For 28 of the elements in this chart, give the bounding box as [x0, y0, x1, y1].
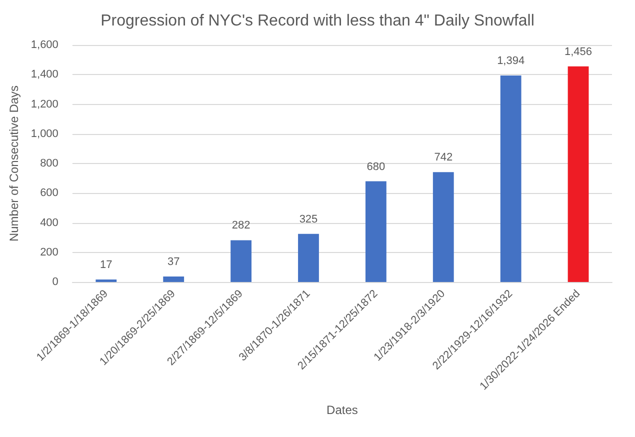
- bar: [432, 172, 454, 282]
- y-tick-label: 200: [40, 246, 58, 258]
- bar: [568, 66, 589, 282]
- y-tick-label: 1,000: [30, 128, 58, 140]
- y-tick-label: 0: [52, 276, 58, 288]
- bar: [96, 279, 117, 282]
- y-axis-title: Number of Consecutive Days: [7, 85, 21, 242]
- y-tick-label: 1,600: [30, 39, 58, 51]
- bar: [500, 76, 522, 282]
- bar: [298, 234, 319, 282]
- data-label: 1,394: [497, 55, 525, 68]
- x-axis-title: Dates: [326, 403, 358, 417]
- y-tick-label: 1,200: [30, 98, 58, 110]
- data-label: 1,456: [564, 46, 592, 58]
- data-label: 325: [299, 213, 318, 226]
- bar: [230, 240, 252, 282]
- data-label: 282: [232, 220, 250, 232]
- chart-title: Progression of NYC's Record with less than 4" Daily Snowfall: [100, 12, 534, 30]
- bar: [365, 181, 386, 282]
- data-label: 17: [100, 258, 112, 271]
- y-tick-label: 600: [40, 187, 58, 200]
- y-tick-label: 1,400: [30, 68, 58, 81]
- data-label: 742: [434, 152, 453, 164]
- bar: [163, 276, 184, 282]
- y-tick-label: 400: [40, 216, 58, 229]
- y-tick-label: 800: [40, 158, 58, 170]
- data-label: 680: [366, 160, 386, 173]
- data-label: 37: [167, 256, 180, 268]
